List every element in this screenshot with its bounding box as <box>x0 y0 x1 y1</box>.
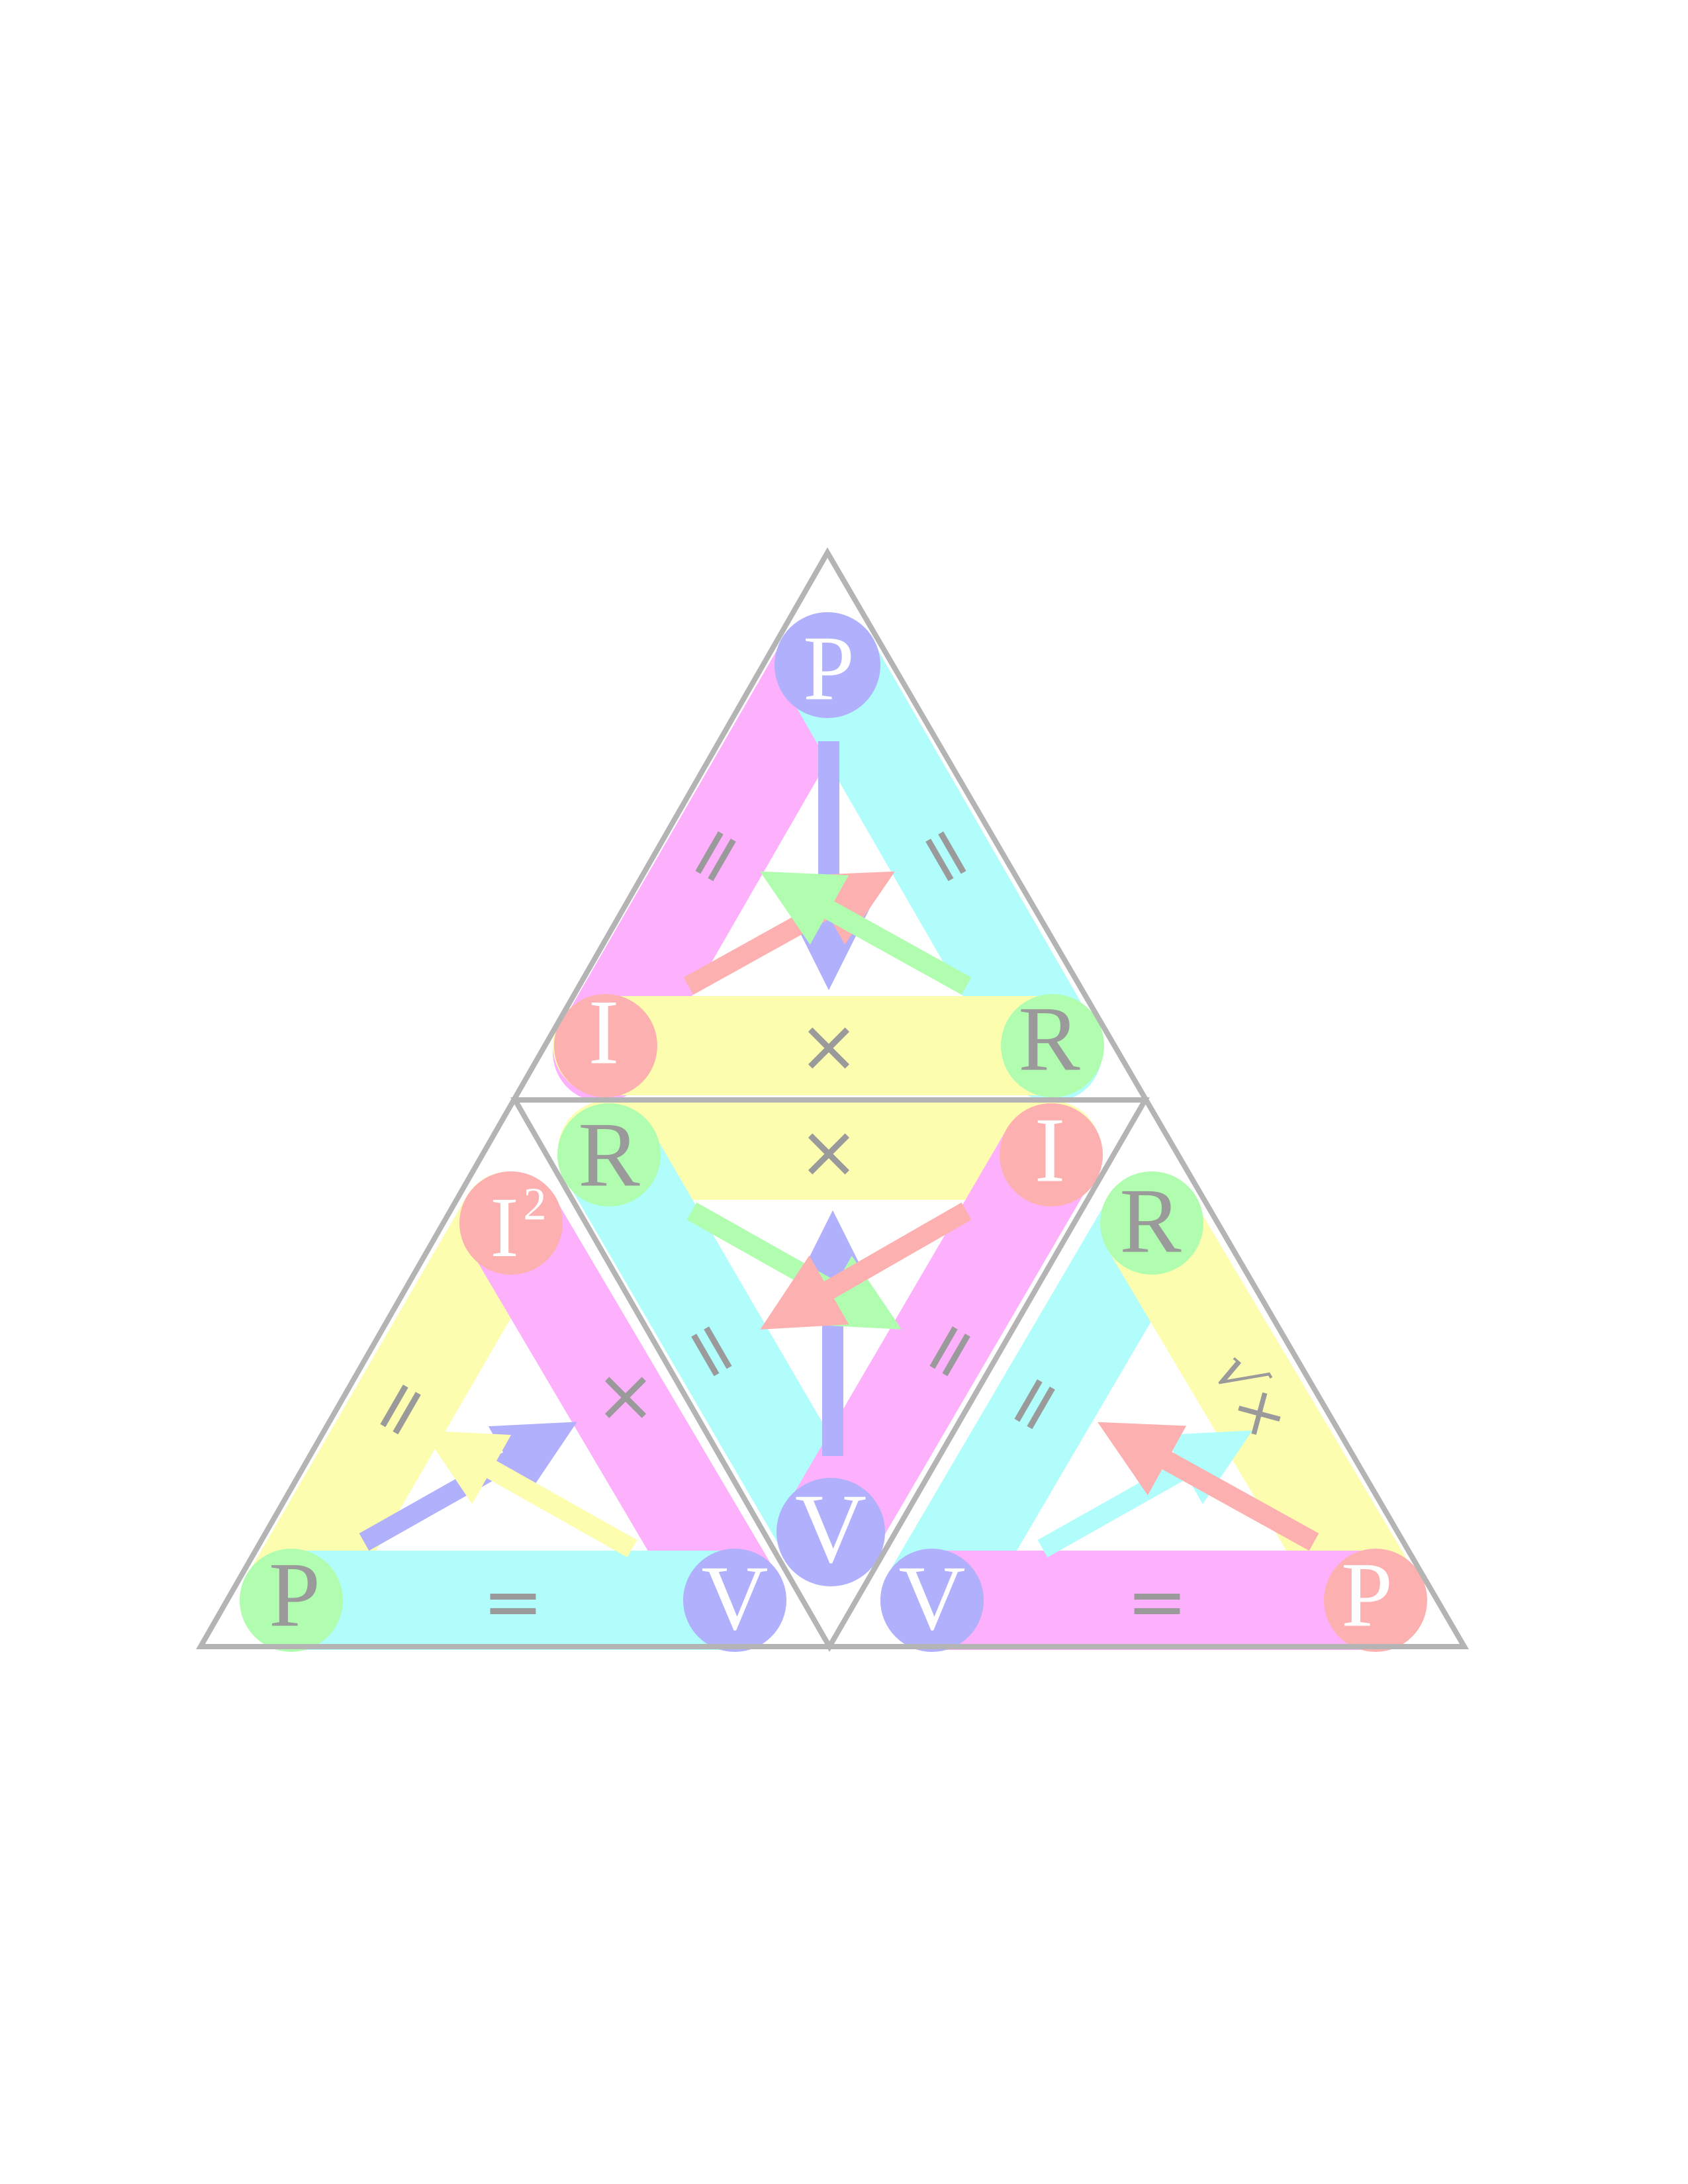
right-node-p-bg <box>1324 1549 1427 1652</box>
center-band-right-magenta <box>779 1105 1099 1582</box>
center-vertex-r-label: R <box>578 1104 640 1206</box>
top-node-p-bg <box>774 612 880 718</box>
top-vertex-r-label: R <box>1018 988 1080 1091</box>
right-op-equals-bottom: = <box>1127 1559 1188 1644</box>
right-vertex-r-label: R <box>1119 1170 1182 1273</box>
triangle-outlines <box>196 547 1469 1653</box>
left-node-v-bg <box>683 1549 786 1652</box>
right-vertex-p-label: P <box>1341 1544 1393 1647</box>
center-op-times-top: × <box>798 1109 859 1194</box>
left-band-right-magenta <box>461 1171 784 1650</box>
left-triangle: I 2 P V = × = <box>240 1171 786 1652</box>
top-band-left-magenta <box>553 612 877 1102</box>
top-vertex-i-label: I <box>588 981 620 1084</box>
right-arrow-p-to-upleft <box>1098 1422 1319 1551</box>
center-band-left-cyan <box>559 1105 878 1582</box>
center-node-i-bg <box>1000 1103 1103 1206</box>
left-vertex-i2-superscript: 2 <box>524 1179 547 1230</box>
top-node-i-bg <box>554 994 657 1097</box>
left-band-left-yellow <box>240 1171 559 1650</box>
left-arrow-v-to-upleft <box>422 1430 637 1558</box>
right-arrow-v-to-upright <box>1037 1430 1252 1558</box>
left-node-i2-bg <box>459 1171 563 1275</box>
center-triangle: R I V × = = <box>557 1099 1103 1586</box>
right-triangle: R V P = √× = <box>880 1170 1427 1652</box>
top-op-times-bottom: × <box>798 1003 859 1088</box>
left-vertex-p-label: P <box>269 1544 320 1647</box>
right-node-r-bg <box>1100 1171 1203 1275</box>
left-node-p-bg <box>240 1549 343 1652</box>
left-op-times-right: × <box>595 1353 656 1437</box>
center-node-v-bg <box>776 1478 885 1586</box>
center-vertex-v-label: V <box>795 1474 867 1584</box>
left-op-equals-bottom: = <box>483 1559 543 1644</box>
right-band-left-cyan <box>880 1175 1200 1650</box>
top-node-r-bg <box>1001 994 1104 1097</box>
top-arrow-r-to-upleft <box>760 871 972 995</box>
right-band-right-yellow <box>1101 1175 1423 1650</box>
right-node-v-bg <box>880 1549 984 1652</box>
center-node-r-bg <box>557 1103 661 1206</box>
top-band-right-cyan <box>778 612 1102 1102</box>
inner-inverted-triangle-outline <box>510 1097 1150 1653</box>
right-vertex-v-label: V <box>898 1547 965 1650</box>
top-triangle: P I R = = × <box>553 612 1104 1102</box>
top-vertex-p-label: P <box>803 617 855 720</box>
left-vertex-i2-label: I <box>490 1180 518 1275</box>
center-arrow-i-to-downleft <box>760 1202 972 1330</box>
left-vertex-v-label: V <box>701 1547 768 1650</box>
center-vertex-i-label: I <box>1035 1099 1066 1202</box>
